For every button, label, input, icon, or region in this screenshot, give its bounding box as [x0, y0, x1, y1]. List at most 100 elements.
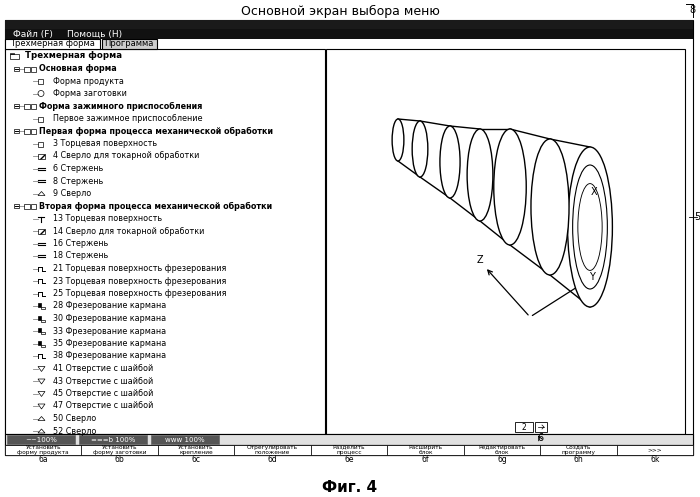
- Bar: [14, 129, 19, 133]
- Text: Редактировать
блок: Редактировать блок: [478, 445, 526, 455]
- Bar: [311, 445, 387, 455]
- Bar: [14, 204, 19, 208]
- Bar: [102, 39, 157, 49]
- Text: ===b 100%: ===b 100%: [91, 436, 135, 442]
- Text: 21 Торцевая поверхность фрезерования: 21 Торцевая поверхность фрезерования: [53, 264, 226, 273]
- Bar: [41, 307, 45, 309]
- Text: Установить
форму продукта: Установить форму продукта: [18, 445, 69, 455]
- Text: 4 Сверло для токарной обработки: 4 Сверло для токарной обработки: [53, 152, 199, 161]
- Text: Фиг. 4: Фиг. 4: [323, 480, 377, 495]
- Bar: [158, 445, 235, 455]
- Text: Файл (F): Файл (F): [13, 29, 53, 38]
- Text: 13 Торцевая поверхность: 13 Торцевая поверхность: [53, 214, 162, 223]
- Text: www 100%: www 100%: [165, 436, 205, 442]
- Text: 3 Торцевая поверхность: 3 Торцевая поверхность: [53, 139, 157, 148]
- Bar: [38, 116, 43, 121]
- Bar: [81, 445, 158, 455]
- Bar: [14, 67, 19, 71]
- Text: 23 Торцевая поверхность фрезерования: 23 Торцевая поверхность фрезерования: [53, 276, 226, 285]
- Bar: [41, 320, 45, 322]
- Ellipse shape: [440, 126, 460, 198]
- Bar: [38, 229, 45, 234]
- Text: ~~100%: ~~100%: [25, 436, 57, 442]
- Bar: [5, 445, 693, 455]
- Text: Помощь (H): Помощь (H): [67, 29, 122, 38]
- Text: 47 Отверстие с шайбой: 47 Отверстие с шайбой: [53, 402, 153, 411]
- Bar: [7, 435, 75, 444]
- Bar: [38, 328, 41, 332]
- Bar: [387, 445, 463, 455]
- Bar: [151, 435, 219, 444]
- Text: 28 Фрезерование кармана: 28 Фрезерование кармана: [53, 302, 167, 311]
- Text: 41 Отверстие с шайбой: 41 Отверстие с шайбой: [53, 364, 153, 373]
- Text: Разделить
процесс: Разделить процесс: [332, 445, 365, 455]
- Text: 5: 5: [694, 212, 700, 222]
- Text: Трехмерная форма: Трехмерная форма: [10, 39, 94, 49]
- Ellipse shape: [578, 183, 602, 270]
- Bar: [24, 204, 30, 209]
- Bar: [31, 204, 36, 209]
- Text: 6c: 6c: [192, 454, 201, 464]
- Text: 6g: 6g: [497, 454, 507, 464]
- Ellipse shape: [467, 129, 493, 221]
- Text: Форма продукта: Форма продукта: [53, 77, 124, 85]
- Text: 6h: 6h: [573, 454, 583, 464]
- Bar: [38, 316, 41, 320]
- Ellipse shape: [392, 119, 404, 161]
- Bar: [10, 54, 19, 59]
- Text: 6d: 6d: [267, 454, 277, 464]
- Bar: [234, 445, 311, 455]
- Text: 2: 2: [522, 422, 526, 431]
- Text: 6k: 6k: [650, 454, 659, 464]
- Bar: [5, 39, 100, 49]
- Bar: [24, 67, 30, 72]
- Text: Основной экран выбора меню: Основной экран выбора меню: [241, 4, 440, 17]
- Text: Программа: Программа: [104, 39, 154, 49]
- Text: 6: 6: [537, 433, 543, 443]
- Text: 8 Стержень: 8 Стержень: [53, 176, 104, 185]
- Ellipse shape: [412, 121, 428, 177]
- Text: 43 Отверстие с шайбой: 43 Отверстие с шайбой: [53, 377, 153, 386]
- Bar: [24, 129, 30, 134]
- Bar: [326, 49, 685, 434]
- Bar: [5, 20, 693, 29]
- Bar: [10, 53, 14, 54]
- Ellipse shape: [531, 139, 569, 275]
- Text: Форма заготовки: Форма заготовки: [53, 89, 127, 98]
- Text: 9 Сверло: 9 Сверло: [53, 189, 91, 198]
- Text: 52 Сверло: 52 Сверло: [53, 426, 97, 435]
- Text: Y: Y: [589, 272, 595, 282]
- Bar: [38, 340, 41, 344]
- Text: Форма зажимного приспособления: Форма зажимного приспособления: [39, 101, 202, 110]
- Bar: [515, 422, 533, 432]
- Text: 14 Сверло для токарной обработки: 14 Сверло для токарной обработки: [53, 227, 204, 236]
- Text: Расширить
блок: Расширить блок: [408, 445, 442, 455]
- Bar: [41, 344, 45, 346]
- Text: Трехмерная форма: Трехмерная форма: [25, 52, 122, 61]
- Text: Создать
программу: Создать программу: [561, 445, 595, 455]
- Bar: [5, 445, 81, 455]
- Text: Отрегулировать
положение: Отрегулировать положение: [247, 445, 298, 455]
- Bar: [24, 104, 30, 109]
- Text: 8: 8: [689, 5, 695, 15]
- Bar: [14, 104, 19, 108]
- Ellipse shape: [568, 147, 612, 307]
- Bar: [38, 142, 43, 147]
- Text: Первое зажимное приспособление: Первое зажимное приспособление: [53, 114, 202, 123]
- Bar: [41, 332, 45, 334]
- Bar: [5, 49, 325, 434]
- Text: Первая форма процесса механической обработки: Первая форма процесса механической обраб…: [39, 126, 273, 136]
- Bar: [38, 303, 41, 307]
- Text: 18 Стержень: 18 Стержень: [53, 251, 108, 260]
- Text: >>>: >>>: [648, 447, 662, 452]
- Bar: [38, 79, 43, 84]
- Bar: [535, 422, 547, 432]
- Text: 6a: 6a: [38, 454, 48, 464]
- Text: 16 Стержень: 16 Стержень: [53, 239, 108, 248]
- Bar: [5, 434, 693, 445]
- Text: 35 Фрезерование кармана: 35 Фрезерование кармана: [53, 339, 167, 348]
- Ellipse shape: [573, 165, 608, 289]
- Text: X: X: [591, 187, 598, 197]
- Bar: [5, 29, 693, 39]
- Text: 6 Стержень: 6 Стержень: [53, 164, 104, 173]
